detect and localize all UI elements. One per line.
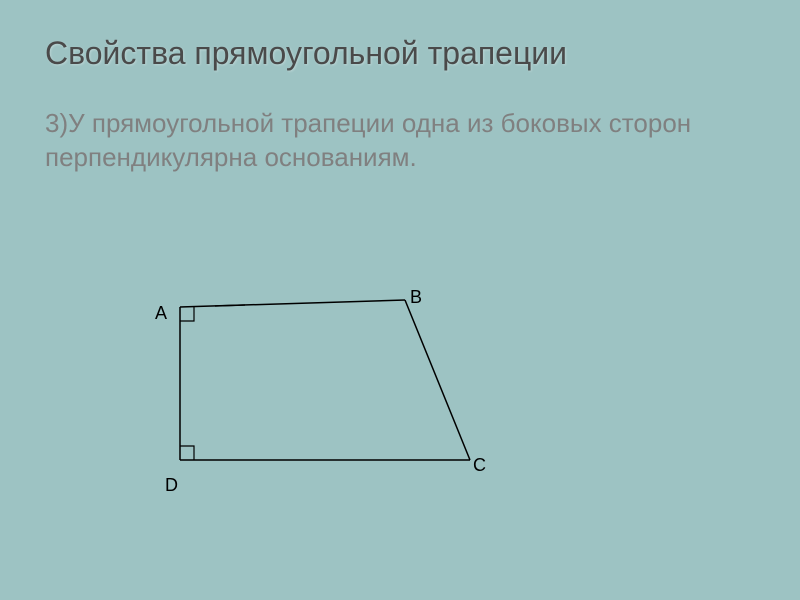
side-bc (405, 300, 470, 460)
top-extension (215, 305, 245, 306)
vertex-label-d: D (165, 475, 178, 496)
slide-title: Свойства прямоугольной трапеции (45, 35, 755, 72)
right-angle-marker-d (180, 446, 194, 460)
trapezoid-svg (145, 285, 525, 515)
vertex-label-a: A (155, 303, 167, 324)
side-ab (180, 300, 405, 307)
vertex-label-c: C (473, 455, 486, 476)
slide-body-text: 3)У прямоугольной трапеции одна из боков… (45, 107, 755, 175)
slide-container: Свойства прямоугольной трапеции 3)У прям… (0, 0, 800, 600)
right-angle-marker-a (180, 307, 194, 321)
trapezoid-diagram: A B C D (145, 285, 525, 515)
vertex-label-b: B (410, 287, 422, 308)
